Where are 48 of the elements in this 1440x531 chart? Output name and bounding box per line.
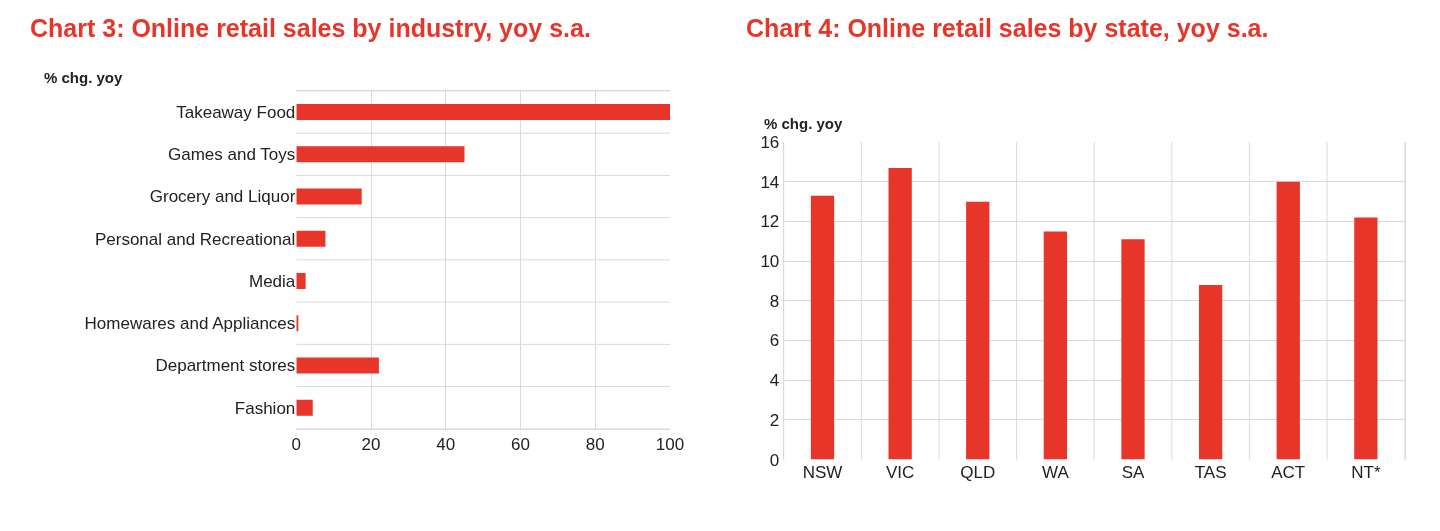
y-tick-label: Media xyxy=(248,271,296,291)
x-tick-label: WA xyxy=(1042,462,1070,482)
chart-title: Chart 4: Online retail sales by state, yoy s.a. xyxy=(746,14,1269,42)
bar xyxy=(296,146,465,163)
x-tick-label: 40 xyxy=(436,435,456,455)
y-tick-label: Fashion xyxy=(234,398,296,418)
y-tick-label: 10 xyxy=(760,252,780,272)
y-tick-label: Takeaway Food xyxy=(176,102,296,122)
x-tick-label: TAS xyxy=(1194,462,1227,482)
y-tick-label: Personal and Recreational xyxy=(94,229,296,249)
y-tick-label: 12 xyxy=(760,212,780,232)
x-tick-label: 20 xyxy=(361,435,381,455)
bar xyxy=(296,188,362,205)
bar xyxy=(1354,217,1378,460)
bar xyxy=(296,399,313,416)
bar xyxy=(1043,231,1068,460)
x-tick-label: NT* xyxy=(1351,462,1381,482)
bar xyxy=(1198,284,1223,460)
bar xyxy=(296,104,671,121)
y-tick-label: 2 xyxy=(769,410,780,430)
bar xyxy=(1121,239,1145,460)
chart-title: Chart 3: Online retail sales by industry, yoy s.a. xyxy=(30,14,591,42)
y-tick-label: 14 xyxy=(760,172,780,192)
y-axis-title: % chg. yoy xyxy=(764,115,844,132)
x-tick-label: QLD xyxy=(960,462,996,482)
y-tick-label: Games and Toys xyxy=(168,145,296,165)
y-tick-label: 8 xyxy=(769,291,780,311)
y-axis-title: % chg. yoy xyxy=(44,69,124,86)
x-tick-label: 100 xyxy=(655,435,685,455)
x-tick-label: ACT xyxy=(1271,462,1306,482)
x-tick-label: VIC xyxy=(885,462,915,482)
x-tick-label: SA xyxy=(1121,462,1145,482)
bar xyxy=(296,230,326,247)
y-tick-label: 6 xyxy=(769,331,780,351)
bar xyxy=(1276,181,1300,460)
y-tick-label: 16 xyxy=(760,133,780,153)
y-tick-label: Homewares and Appliances xyxy=(84,314,296,334)
x-tick-label: NSW xyxy=(802,462,843,482)
bar xyxy=(810,195,835,460)
y-tick-label: Grocery and Liquor xyxy=(149,187,296,207)
x-tick-label: 60 xyxy=(511,435,530,455)
bar xyxy=(296,357,379,374)
y-tick-label: Department stores xyxy=(155,356,296,376)
bar xyxy=(296,272,306,290)
bar xyxy=(966,201,990,460)
y-tick-label: 4 xyxy=(769,371,780,391)
bar xyxy=(888,167,912,460)
x-tick-label: 80 xyxy=(585,435,605,455)
